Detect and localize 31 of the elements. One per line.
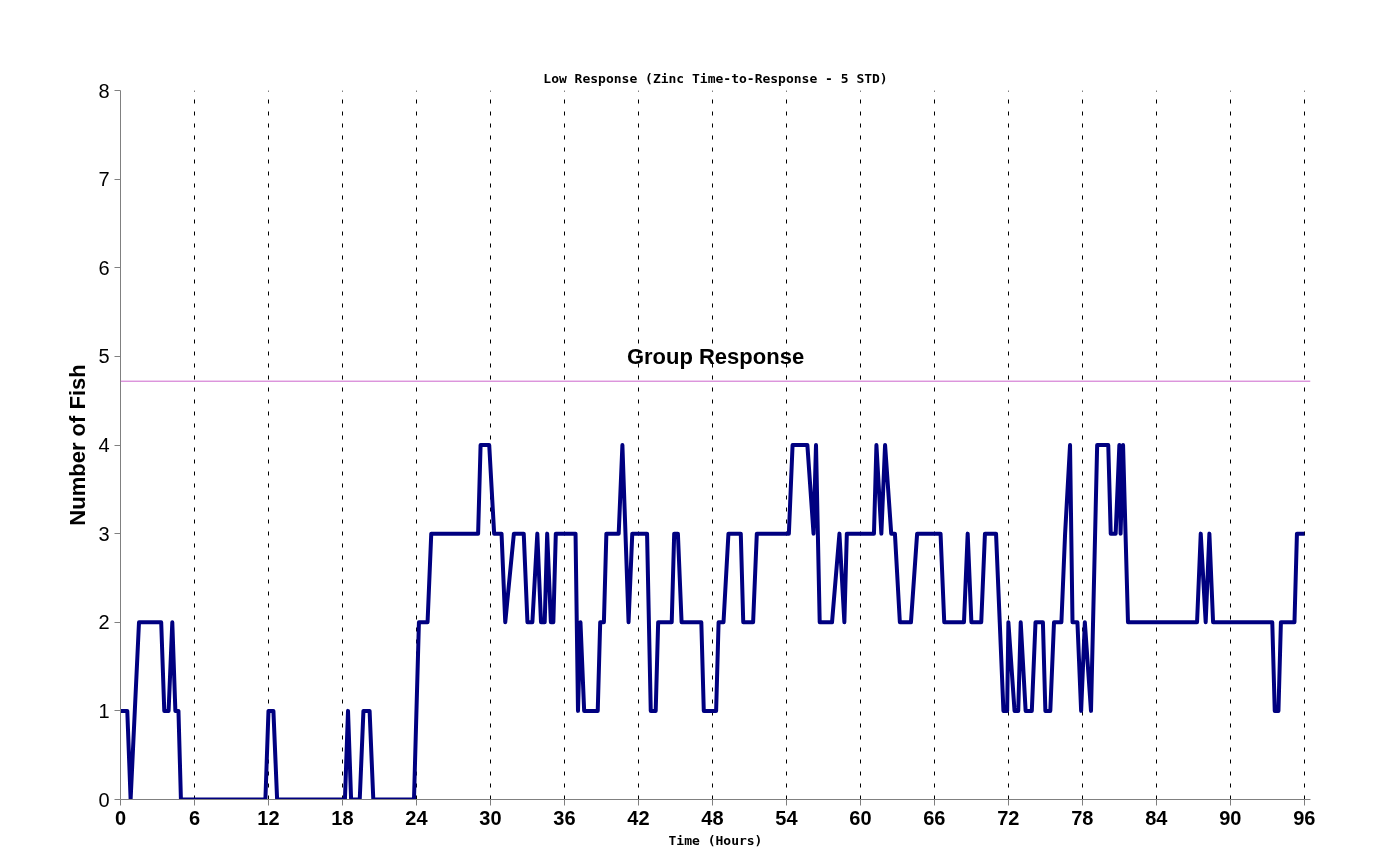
y-tick-label: 6	[98, 256, 110, 279]
x-axis-title: Time (Hours)	[668, 832, 763, 848]
x-tick-label: 90	[1219, 806, 1242, 829]
x-tick-label: 12	[257, 806, 280, 829]
x-tick-label: 54	[775, 806, 799, 829]
y-tick-label: 5	[98, 345, 110, 368]
x-tick-label: 6	[188, 806, 201, 829]
y-tick-label: 4	[98, 434, 110, 456]
x-tick-label: 84	[1145, 806, 1169, 829]
x-tick-label: 48	[701, 806, 724, 829]
y-tick-label: 7	[98, 168, 110, 191]
x-tick-label: 42	[627, 806, 650, 829]
ref-line-label: Group Response	[626, 344, 805, 370]
x-tick-label: 72	[997, 806, 1020, 829]
y-tick-label: 2	[98, 611, 110, 634]
y-axis-title: Number of Fish	[65, 364, 91, 526]
y-tick-label: 0	[98, 788, 110, 811]
x-tick-label: 60	[849, 806, 872, 829]
x-tick-label: 18	[331, 806, 354, 829]
line-series	[120, 443, 1307, 800]
x-tick-label: 30	[479, 806, 502, 829]
chart-title: Low Response (Zinc Time-to-Response - 5 STD)	[543, 70, 888, 86]
y-tick-label: 3	[98, 522, 110, 545]
x-tick-label: 24	[405, 806, 429, 829]
x-tick-label: 0	[114, 806, 127, 829]
y-tick-label: 1	[98, 699, 110, 722]
x-tick-label: 78	[1071, 806, 1094, 829]
x-tick-label: 36	[553, 806, 576, 829]
y-tick-label: 8	[98, 79, 110, 102]
x-tick-label: 66	[923, 806, 946, 829]
x-tick-label: 96	[1293, 806, 1316, 829]
